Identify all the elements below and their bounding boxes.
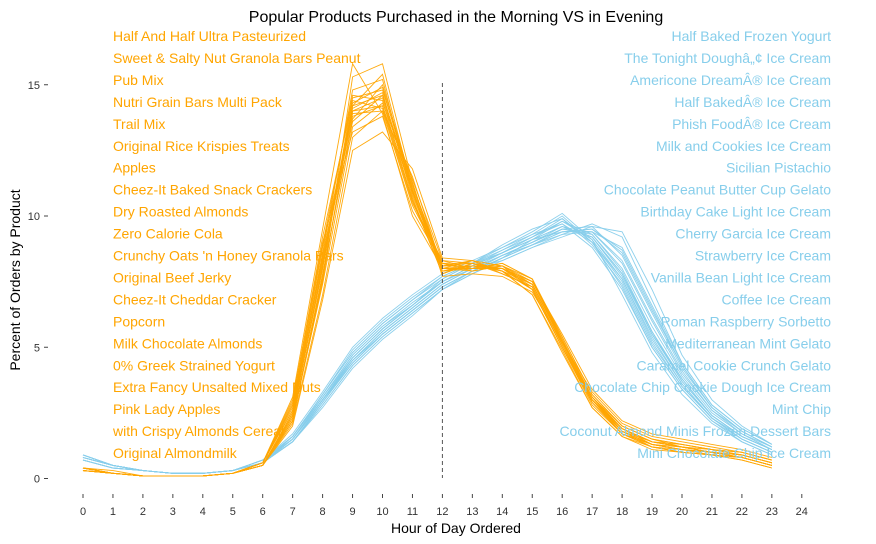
x-tick-label: 18 <box>616 506 628 518</box>
morning-product-label: Original Beef Jerky <box>113 269 231 285</box>
series-lines <box>82 62 773 477</box>
morning-product-label: Sweet & Salty Nut Granola Bars Peanut <box>113 50 361 66</box>
x-tick-label: 0 <box>80 506 86 518</box>
morning-product-label: Popcorn <box>113 313 165 329</box>
evening-product-label: Chocolate Chip Cookie Dough Ice Cream <box>574 379 831 395</box>
morning-product-label: Dry Roasted Almonds <box>113 204 248 220</box>
x-tick-label: 21 <box>706 506 718 518</box>
x-tick-label: 3 <box>170 506 176 518</box>
evening-product-label: Strawberry Ice Cream <box>695 248 831 264</box>
y-tick-label: 0 <box>34 474 40 486</box>
axes: 0 1 2 3 4 5 6 7 8 9 10 11 12 13 14 15 16 17 18 19 20 21 22 23 24… <box>28 80 808 518</box>
morning-product-label: Extra Fancy Unsalted Mixed Nuts <box>113 379 321 395</box>
x-axis-title: Hour of Day Ordered <box>391 520 521 536</box>
x-tick-label: 23 <box>766 506 778 518</box>
x-tick-label: 15 <box>526 506 538 518</box>
morning-product-label: Trail Mix <box>113 116 165 132</box>
evening-product-label: Phish FoodÂ® Ice Cream <box>672 116 831 132</box>
evening-product-label: Roman Raspberry Sorbetto <box>661 313 832 329</box>
x-tick-label: 2 <box>140 506 146 518</box>
evening-series-line-20 <box>82 226 773 474</box>
morning-product-label: Pink Lady Apples <box>113 401 220 417</box>
evening-product-label: Americone DreamÂ® Ice Cream <box>630 72 831 88</box>
evening-product-label: Half Baked Frozen Yogurt <box>671 28 831 44</box>
x-tick-label: 8 <box>320 506 326 518</box>
morning-product-label: Original Rice Krispies Treats <box>113 138 290 154</box>
evening-product-label: Vanilla Bean Light Ice Cream <box>651 269 831 285</box>
morning-product-label: 0% Greek Strained Yogurt <box>113 357 275 373</box>
evening-product-label: Half BakedÂ® Ice Cream <box>674 94 831 110</box>
evening-product-label: Chocolate Peanut Butter Cup Gelato <box>604 182 831 198</box>
morning-series-line-20 <box>82 94 773 477</box>
x-tick-label: 17 <box>586 506 598 518</box>
x-tick-label: 22 <box>736 506 748 518</box>
chart-title: Popular Products Purchased in the Mornin… <box>249 9 663 26</box>
x-tick-label: 9 <box>349 506 355 518</box>
product-labels: Half And Half Ultra Pasteurized Sweet & S… <box>112 28 831 461</box>
x-tick-label: 24 <box>796 506 808 518</box>
x-tick-label: 5 <box>230 506 236 518</box>
evening-product-label: Birthday Cake Light Ice Cream <box>640 204 831 220</box>
x-tick-label: 10 <box>376 506 388 518</box>
x-tick-label: 11 <box>407 506 418 518</box>
x-tick-label: 6 <box>260 506 266 518</box>
x-tick-label: 13 <box>466 506 478 518</box>
evening-product-label: Cherry Garcia Ice Cream <box>675 226 831 242</box>
x-tick-label: 19 <box>646 506 658 518</box>
x-tick-label: 20 <box>676 506 688 518</box>
morning-product-label: Pub Mix <box>113 72 164 88</box>
morning-product-label: Half And Half Ultra Pasteurized <box>113 28 306 44</box>
morning-product-label: Apples <box>113 160 156 176</box>
x-tick-label: 12 <box>436 506 448 518</box>
morning-product-label: Zero Calorie Cola <box>113 226 223 242</box>
morning-product-label: Nutri Grain Bars Multi Pack <box>113 94 283 110</box>
x-tick-label: 7 <box>290 506 296 518</box>
x-tick-label: 14 <box>496 506 508 518</box>
y-tick-label: 15 <box>28 80 40 92</box>
morning-product-label: Cheez-It Cheddar Cracker <box>113 291 277 307</box>
morning-product-label: Crunchy Oats 'n Honey Granola Bars <box>113 248 344 264</box>
evening-product-label: Mint Chip <box>772 401 831 417</box>
evening-product-label: Sicilian Pistachio <box>726 160 831 176</box>
evening-product-label: Mini Chocolate Chip Ice Cream <box>637 445 831 461</box>
morning-product-label: with Crispy Almonds Cereal <box>112 423 284 439</box>
morning-product-label: Original Almondmilk <box>113 445 238 461</box>
evening-product-label: The Tonight Doughâ„¢ Ice Cream <box>624 50 831 66</box>
morning-product-label: Cheez-It Baked Snack Crackers <box>113 182 312 198</box>
x-tick-label: 1 <box>110 506 116 518</box>
y-tick-label: 10 <box>28 211 40 223</box>
evening-product-label: Coffee Ice Cream <box>722 291 831 307</box>
y-axis-title: Percent of Orders by Product <box>7 189 23 370</box>
morning-product-label: Milk Chocolate Almonds <box>113 335 262 351</box>
x-tick-label: 16 <box>556 506 568 518</box>
evening-product-label: Caramel Cookie Crunch Gelato <box>636 357 831 373</box>
x-tick-label: 4 <box>200 506 206 518</box>
evening-product-label: Coconut Almond Minis Frozen Dessert Bars <box>559 423 831 439</box>
evening-product-label: Milk and Cookies Ice Cream <box>656 138 831 154</box>
y-tick-label: 5 <box>34 342 40 354</box>
evening-product-label: Mediterranean Mint Gelato <box>665 335 831 351</box>
